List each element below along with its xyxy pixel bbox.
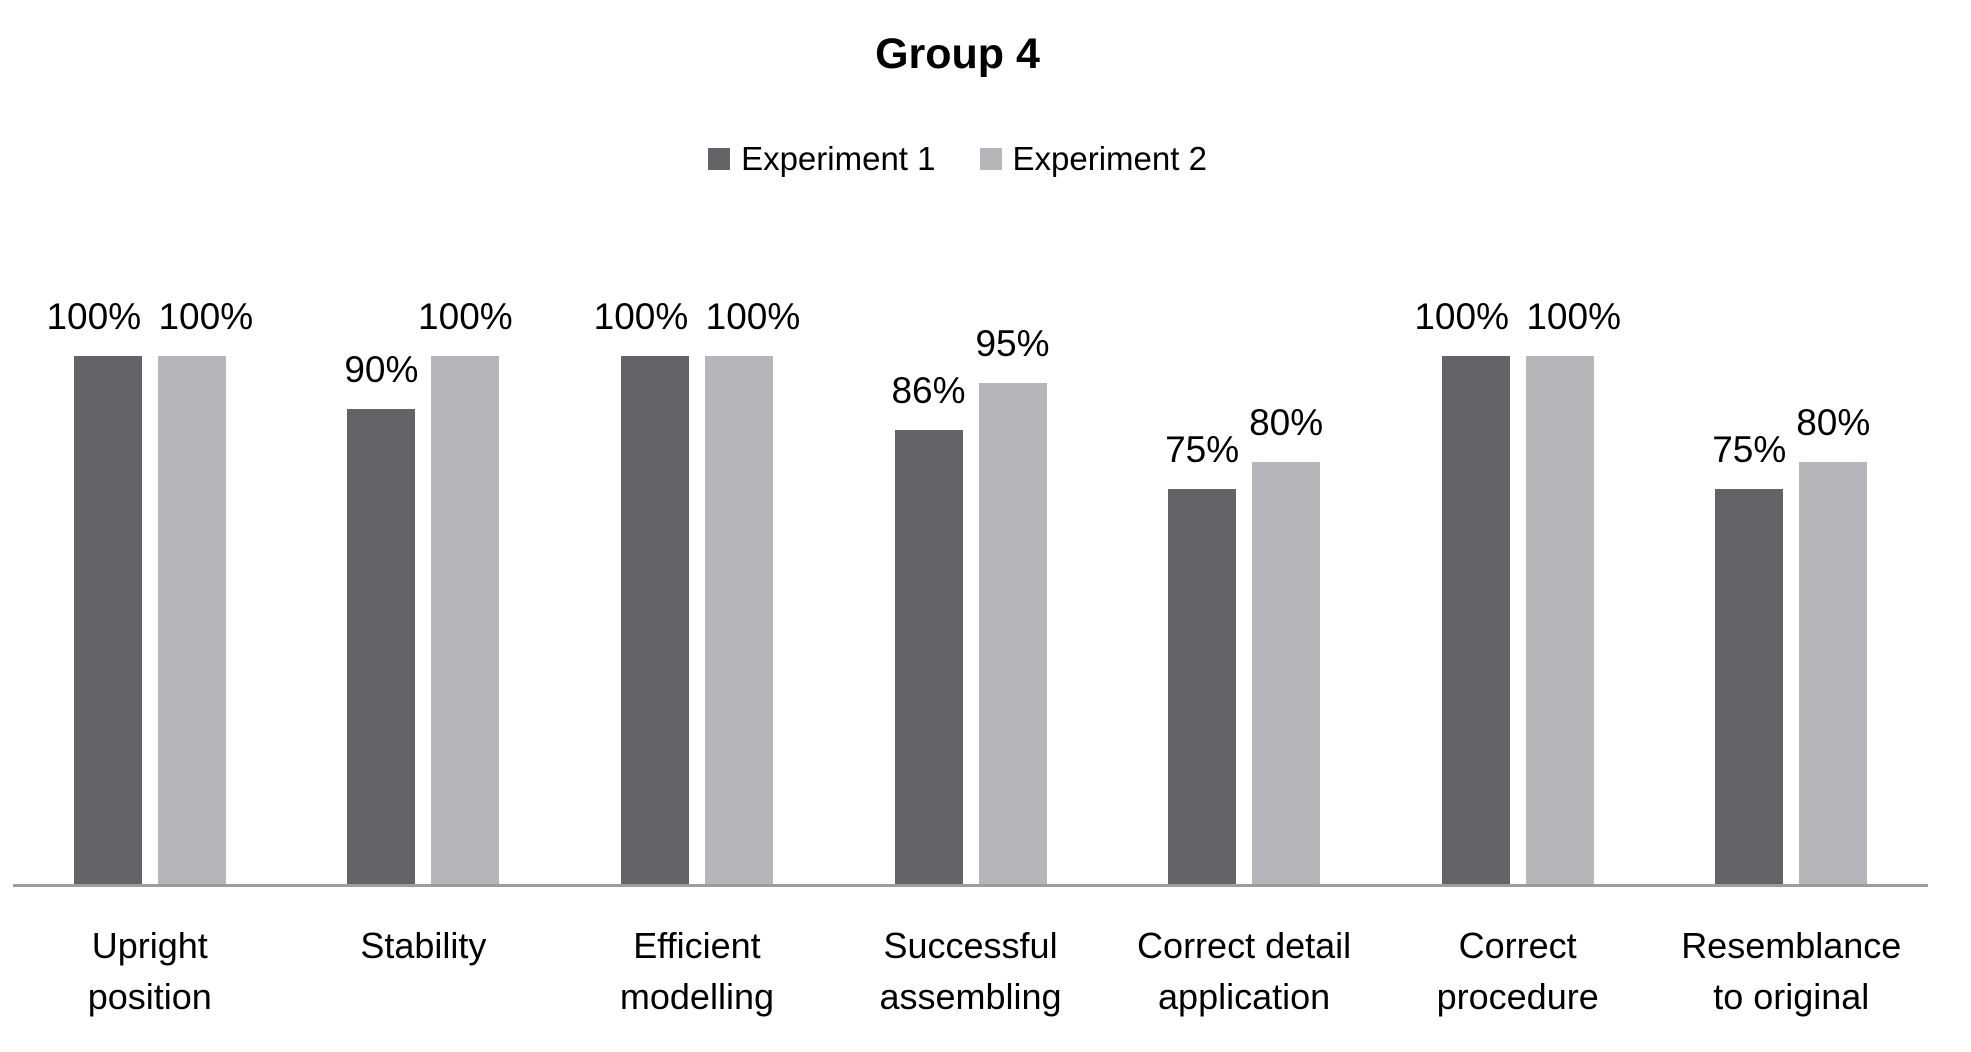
bar-value-label-experiment-2-upright-position: 100% <box>158 296 254 337</box>
bar-group-slot: 100% <box>46 298 142 886</box>
bar-experiment-2-successful-assembling <box>978 382 1047 886</box>
legend-swatch-experiment-1-icon <box>708 148 731 170</box>
bar-value-label-experiment-1-stability: 90% <box>344 349 419 390</box>
bar-value-label-experiment-1-efficient-modelling: 100% <box>593 296 689 337</box>
category-group-efficient-modelling: 100% 100% <box>560 298 834 886</box>
bar-value-label-experiment-1-correct-detail-application: 75% <box>1165 428 1240 470</box>
plot-area: 100% 100% 90% 100% 100% 100% 86% 95% 75% 80% 100% 1… <box>13 298 1928 886</box>
bar-experiment-2-resemblance-to-original <box>1799 462 1868 886</box>
bar-value-label-experiment-2-resemblance-to-original: 80% <box>1796 402 1871 443</box>
legend-item-experiment-1: Experiment 1 <box>708 140 936 178</box>
bar-value-label-experiment-2-efficient-modelling: 100% <box>705 296 801 337</box>
category-group-correct-procedure: 100% 100% <box>1381 298 1655 886</box>
bar-experiment-1-correct-procedure <box>1441 356 1510 886</box>
category-group-stability: 90% 100% <box>287 298 561 886</box>
bar-value-label-experiment-2-correct-detail-application: 80% <box>1249 402 1324 443</box>
bar-group-slot: 100% <box>594 298 689 886</box>
bar-experiment-1-stability <box>347 409 416 886</box>
bar-group-slot: 80% <box>1796 402 1871 886</box>
bar-group-slot: 86% <box>891 372 966 886</box>
bar-experiment-2-upright-position <box>157 356 226 886</box>
category-group-correct-detail-application: 75% 80% <box>1107 300 1381 886</box>
chart-title: Group 4 <box>875 30 1040 78</box>
category-label-correct-detail-application: Correct detail application <box>1137 925 1352 1018</box>
bar-group-slot: 100% <box>157 298 253 886</box>
category-label-successful-assembling: Successful assembling <box>879 925 1062 1018</box>
legend: Experiment 1 Experiment 2 <box>0 140 1915 178</box>
category-label-resemblance-to-original: Resemblance to original <box>1681 925 1902 1018</box>
legend-swatch-experiment-2-icon <box>979 148 1002 170</box>
bar-experiment-1-successful-assembling <box>894 430 963 886</box>
bar-experiment-1-resemblance-to-original <box>1715 488 1784 886</box>
bar-experiment-1-correct-detail-application <box>1168 488 1237 886</box>
bar-group-slot: 95% <box>975 325 1050 886</box>
bar-experiment-1-upright-position <box>73 356 142 886</box>
bar-group-slot: 75% <box>1165 428 1240 886</box>
bar-value-label-experiment-2-stability: 100% <box>418 296 513 337</box>
bar-group-slot: 100% <box>1525 298 1621 886</box>
x-axis-line <box>13 884 1928 887</box>
bar-value-label-experiment-1-successful-assembling: 86% <box>891 370 966 412</box>
bar-experiment-2-correct-detail-application <box>1252 462 1321 886</box>
bar-experiment-1-efficient-modelling <box>620 356 689 886</box>
bar-experiment-2-correct-procedure <box>1525 356 1594 886</box>
bar-value-label-experiment-1-correct-procedure: 100% <box>1414 296 1509 337</box>
bar-group-slot: 80% <box>1249 402 1324 886</box>
bar-value-label-experiment-1-resemblance-to-original: 75% <box>1712 428 1787 470</box>
category-label-stability: Stability <box>360 925 487 966</box>
bar-value-label-experiment-2-successful-assembling: 95% <box>975 322 1050 364</box>
legend-label-experiment-1: Experiment 1 <box>741 140 936 177</box>
legend-label-experiment-2: Experiment 2 <box>1012 140 1207 177</box>
bar-group-slot: 90% <box>344 349 419 886</box>
category-group-successful-assembling: 86% 95% <box>834 300 1108 886</box>
bar-value-label-experiment-2-correct-procedure: 100% <box>1526 296 1621 337</box>
category-label-efficient-modelling: Efficient modelling <box>619 925 774 1018</box>
category-group-upright-position: 100% 100% <box>13 298 287 886</box>
bar-group-slot: 75% <box>1712 428 1787 886</box>
category-label-correct-procedure: Correct procedure <box>1436 925 1599 1018</box>
category-label-upright-position: Upright position <box>87 925 212 1018</box>
bar-group-slot: 100% <box>1414 298 1510 886</box>
bar-value-label-experiment-1-upright-position: 100% <box>46 296 142 337</box>
legend-item-experiment-2: Experiment 2 <box>979 140 1207 178</box>
bar-group-slot: 100% <box>704 298 800 886</box>
bar-experiment-2-efficient-modelling <box>704 356 773 886</box>
category-group-resemblance-to-original: 75% 80% <box>1654 300 1928 886</box>
category-axis: Upright position Stability Efficient model… <box>13 887 1928 1022</box>
bar-experiment-2-stability <box>431 356 500 886</box>
bar-group-slot: 100% <box>418 298 513 886</box>
